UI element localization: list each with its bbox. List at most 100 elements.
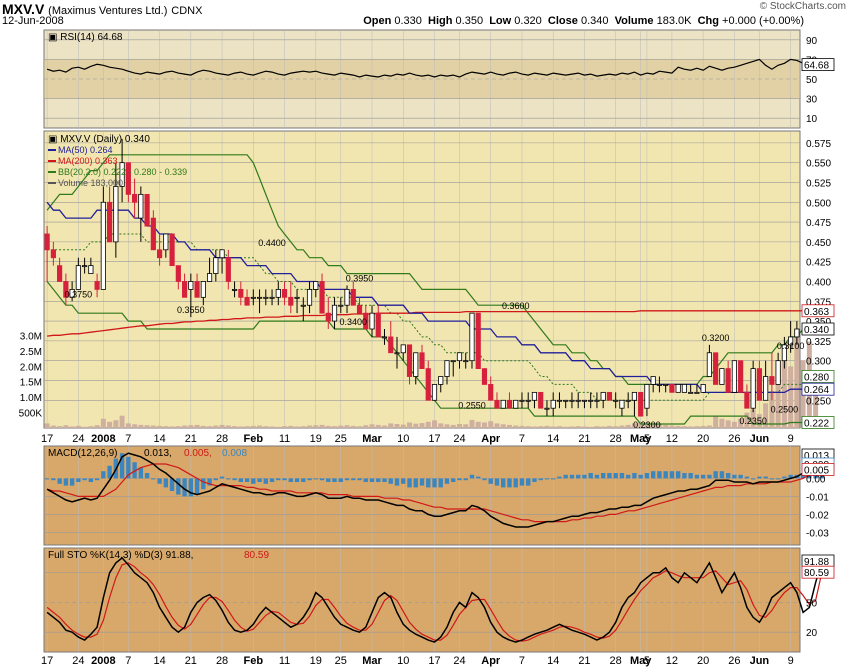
macd-current-label-box	[801, 462, 835, 476]
volume-bar	[463, 424, 469, 428]
candle-body	[719, 368, 725, 385]
macd-histogram-bar	[163, 478, 169, 488]
macd-histogram-bar	[413, 478, 418, 488]
volume-bar	[725, 420, 731, 428]
close-value: 0.340	[580, 15, 609, 27]
volume-bar	[606, 425, 612, 428]
candle-body	[57, 265, 63, 282]
candle-body	[488, 384, 494, 401]
macd-histogram-bar	[307, 478, 312, 481]
x-tick-label: 17	[428, 433, 440, 445]
candle-body	[531, 391, 538, 401]
macd-histogram-bar	[732, 474, 737, 479]
volume-bar	[75, 425, 81, 428]
candle-body	[744, 391, 750, 409]
volume-bar	[344, 425, 350, 428]
macd-histogram-bar	[276, 478, 281, 481]
x-tick-label: 11	[279, 655, 290, 667]
candle-body	[163, 233, 169, 251]
volume-bar	[706, 425, 712, 428]
y-tick-label: 0.00	[806, 474, 826, 485]
volume-bar	[481, 422, 487, 428]
macd-histogram-bar	[176, 478, 181, 495]
price-annotation: 0.3600	[502, 301, 530, 311]
volume-bar	[500, 424, 506, 428]
x-tick-label: 14	[547, 655, 559, 667]
volume-bar	[269, 426, 275, 428]
candle-body	[450, 360, 456, 363]
candle-body	[75, 265, 81, 290]
x-tick-label: 28	[610, 655, 622, 667]
macd-histogram-bar	[588, 473, 593, 479]
volume-bar	[425, 421, 431, 428]
macd-histogram-bar	[638, 474, 643, 479]
macd-histogram-bar	[750, 478, 756, 480]
volume-bar	[556, 426, 562, 428]
macd-histogram-bar	[632, 473, 637, 479]
volume-bar	[625, 424, 631, 428]
x-tick-label: 24	[453, 433, 465, 445]
macd-histogram-bar	[332, 478, 337, 482]
change-value: +0.000 (+0.00%)	[722, 15, 804, 27]
price-legend: ▣ MXV.V (Daily) 0.340	[48, 134, 150, 145]
price-annotation: 0.4400	[258, 238, 286, 248]
volume-bar	[169, 426, 175, 428]
macd-histogram-bar	[294, 478, 300, 482]
macd-histogram-bar	[644, 473, 650, 479]
macd-histogram-bar	[576, 474, 581, 479]
macd-histogram-bar	[232, 478, 237, 481]
price-annotation: 0.2300	[633, 420, 661, 430]
macd-histogram-bar	[688, 473, 693, 479]
volume-bar	[188, 425, 194, 428]
x-tick-label: 20	[697, 433, 709, 445]
macd-histogram-bar	[669, 471, 675, 479]
volume-bar	[563, 426, 569, 428]
symbol-title: MXV.V (Maximus Ventures Ltd.) CDNX	[2, 1, 202, 17]
x-tick-label: Apr	[481, 433, 501, 445]
sto-k-line	[46, 556, 823, 643]
volume-bar	[619, 425, 625, 428]
candle-body	[519, 399, 525, 402]
candle-body	[656, 384, 663, 386]
macd-histogram-bar	[401, 478, 406, 484]
volume-bar	[506, 424, 512, 428]
volume-bar	[769, 390, 775, 428]
candle-body	[188, 281, 194, 290]
x-tick-label: 21	[578, 433, 590, 445]
volume-bar	[744, 412, 750, 428]
volume-bar	[238, 426, 244, 428]
candle-body	[350, 288, 356, 306]
volume-bar	[438, 423, 444, 428]
volume-bar	[813, 372, 819, 428]
candle-body	[506, 399, 513, 409]
volume-bar	[282, 426, 288, 428]
x-tick-label: Jun	[750, 433, 770, 445]
volume-bar	[475, 421, 481, 428]
volume-bar	[257, 425, 263, 428]
candle-body	[394, 352, 400, 355]
macd-histogram-bar	[582, 474, 587, 479]
volume-bar	[525, 426, 531, 428]
candle-body	[581, 399, 588, 402]
candle-body	[125, 162, 131, 195]
x-tick-label: 14	[547, 433, 559, 445]
candle-body	[406, 344, 413, 377]
candle-body	[356, 304, 363, 314]
candle-body	[425, 368, 431, 401]
x-tick-label: 7	[519, 433, 525, 445]
volume-bar	[694, 426, 700, 428]
candle-body	[344, 288, 350, 306]
volume-bar	[631, 423, 637, 428]
candle-body	[82, 265, 88, 268]
macd-histogram-bar	[44, 478, 50, 480]
macd-histogram-bar	[607, 473, 612, 479]
x-tick-label: Feb	[244, 433, 264, 445]
macd-histogram-bar	[482, 478, 487, 481]
volume-bar	[394, 423, 400, 428]
volume-bar	[575, 426, 581, 428]
candle-body	[600, 391, 606, 401]
volume-bar	[382, 425, 388, 428]
volume-value: 183.0K	[656, 15, 692, 27]
candle-body	[206, 273, 213, 282]
price-current-label-box	[801, 370, 835, 383]
